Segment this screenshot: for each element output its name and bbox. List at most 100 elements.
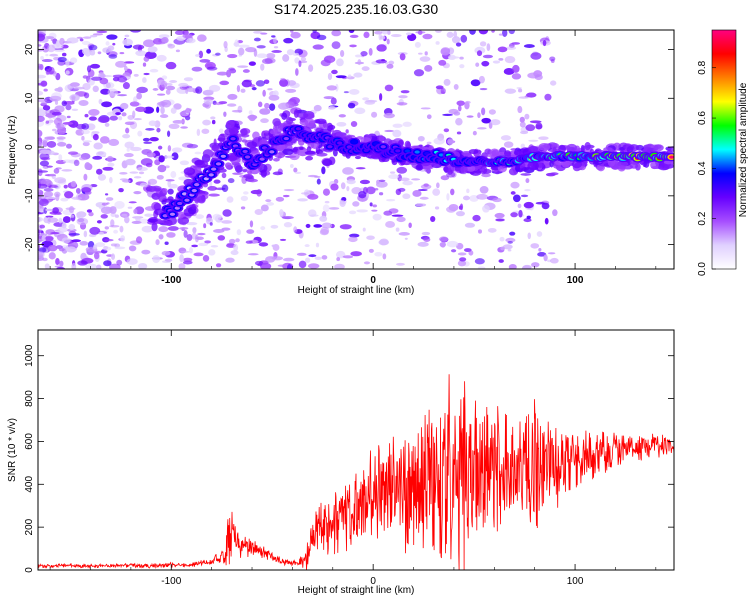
spectrogram-noise-blob: [283, 188, 295, 192]
spectrogram-noise-blob: [550, 257, 559, 264]
spectrogram-band-blob: [666, 146, 674, 152]
spectrogram-noise-blob: [442, 113, 454, 116]
spectrogram-band-blob: [566, 143, 578, 152]
spectrogram-noise-blob: [538, 136, 549, 140]
spectrogram-noise-blob: [436, 182, 440, 189]
spectrogram-noise-blob: [519, 121, 526, 128]
spectrogram-noise-blob: [202, 119, 211, 126]
spectrogram-noise-blob: [143, 72, 150, 76]
spectrogram-noise-blob: [39, 160, 50, 167]
spectrogram-noise-blob: [114, 214, 119, 218]
spectrogram-noise-blob: [390, 171, 396, 174]
spectrogram-band-blob: [211, 144, 220, 152]
spectrogram-noise-blob: [149, 68, 159, 73]
spectrogram-noise-blob: [322, 204, 330, 212]
spectrogram-noise-blob: [354, 107, 366, 115]
spectrogram-noise-blob: [312, 30, 317, 33]
spectrogram-noise-blob: [71, 239, 82, 243]
spectrogram-noise-blob: [38, 183, 48, 189]
spectrogram-noise-blob: [143, 106, 155, 114]
spectrogram-noise-blob: [316, 34, 327, 41]
spectrogram-ridge-blob: [438, 153, 445, 157]
spectrogram-noise-blob: [342, 255, 354, 259]
spectrogram-noise-blob: [199, 59, 211, 63]
spectrogram-noise-blob: [172, 119, 184, 124]
spectrogram-noise-blob: [236, 229, 242, 236]
spectrogram-noise-blob: [430, 216, 436, 223]
spectrogram-band-blob: [580, 144, 585, 153]
spectrogram-noise-blob: [443, 128, 450, 133]
spectrogram-noise-blob: [388, 60, 395, 65]
spectrogram-noise-blob: [243, 191, 249, 195]
spectrogram-noise-blob: [340, 49, 345, 58]
spectrogram-noise-blob: [240, 206, 246, 210]
spectrogram-noise-blob: [116, 94, 128, 97]
spectrogram-noise-blob: [73, 159, 80, 167]
colorbar-label: Normalized spectral amplitude: [738, 82, 749, 217]
spectrogram-noise-blob: [236, 84, 241, 93]
spectrogram-noise-blob: [88, 44, 98, 51]
spectrogram-noise-blob: [378, 179, 386, 182]
spectrogram-noise-blob: [44, 196, 57, 200]
spectrogram-noise-blob: [368, 248, 374, 253]
spectrogram-band-blob: [147, 218, 158, 223]
spectrogram-noise-blob: [435, 85, 444, 90]
spectrogram-band-blob: [281, 112, 288, 120]
spectrogram-noise-blob: [438, 59, 447, 66]
spectrogram-noise-blob: [257, 263, 263, 266]
spectrogram-noise-blob: [61, 52, 67, 57]
spectrogram-noise-blob: [502, 244, 513, 250]
spectrogram-noise-blob: [479, 185, 489, 194]
spectrogram-noise-blob: [119, 178, 129, 181]
spectrogram-noise-blob: [221, 227, 231, 231]
spectrogram-noise-blob: [378, 33, 383, 41]
spectrogram-noise-blob: [78, 99, 89, 106]
spectrogram-noise-blob: [122, 38, 133, 46]
spectrogram-noise-blob: [419, 56, 431, 62]
spectrogram-noise-blob: [49, 53, 59, 57]
spectrogram-x-axis-label: Height of straight line (km): [298, 285, 415, 296]
spectrogram-noise-blob: [263, 79, 270, 85]
spectrogram-noise-blob: [141, 249, 151, 255]
spectrogram-noise-blob: [149, 137, 159, 142]
spectrogram-noise-blob: [525, 124, 536, 132]
spectrogram-noise-blob: [120, 235, 126, 242]
spectrogram-noise-blob: [165, 179, 175, 182]
spectrogram-noise-blob: [243, 79, 253, 83]
spectrogram-band-blob: [202, 149, 214, 159]
spectrogram-band-blob: [299, 146, 304, 150]
spectrogram-noise-blob: [508, 264, 517, 269]
spectrogram-noise-blob: [466, 188, 470, 194]
spectrogram-noise-blob: [453, 83, 459, 90]
spectrogram-ridge-blob: [169, 212, 176, 216]
spectrogram-noise-blob: [103, 260, 112, 267]
colorbar-tick-label: 0.4: [697, 161, 708, 175]
spectrogram-noise-blob: [129, 30, 142, 33]
spectrogram-noise-blob: [119, 172, 128, 175]
spectrogram-noise-blob: [498, 58, 504, 61]
spectrogram-noise-blob: [160, 80, 168, 88]
spectrogram-noise-blob: [38, 251, 45, 259]
spectrogram-noise-blob: [157, 93, 166, 96]
spectrogram-noise-blob: [277, 102, 290, 110]
spectrogram-noise-blob: [487, 227, 497, 233]
spectrogram-noise-blob: [139, 182, 148, 188]
spectrogram-noise-blob: [123, 61, 135, 64]
spectrogram-noise-blob: [286, 49, 295, 56]
colorbar-tick-label: 0.6: [697, 111, 708, 125]
spectrogram-noise-blob: [203, 98, 214, 105]
snr-y-tick-label: 800: [24, 390, 35, 407]
spectrogram-noise-blob: [280, 77, 286, 81]
spectrogram-noise-blob: [353, 72, 363, 78]
spectrogram-noise-blob: [196, 128, 201, 137]
spectrogram-band-blob: [653, 144, 664, 152]
spectrogram-noise-blob: [530, 52, 542, 60]
spectrogram-band-blob: [213, 179, 221, 184]
spectrogram-ridge-blob: [668, 155, 674, 159]
spectrogram-noise-blob: [446, 31, 454, 38]
spectrogram-band-blob: [460, 165, 468, 174]
colorbar-bar: [711, 29, 737, 270]
spectrogram-noise-blob: [39, 153, 50, 160]
spectrogram-noise-blob: [59, 260, 64, 267]
spectrogram-noise-blob: [240, 195, 249, 202]
